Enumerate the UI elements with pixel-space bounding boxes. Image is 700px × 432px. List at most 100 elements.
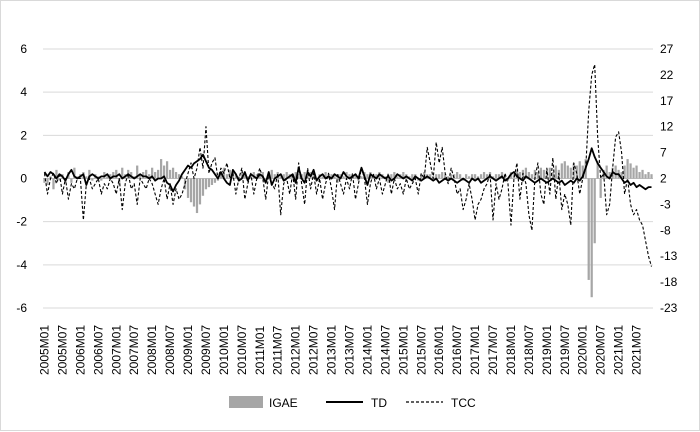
igae-bar: [100, 178, 103, 181]
igae-bar: [91, 178, 94, 181]
igae-bar: [435, 174, 438, 179]
igae-bar: [258, 174, 261, 179]
igae-bar: [470, 174, 474, 179]
right-tick-label: -13: [660, 249, 678, 263]
igae-bar: [148, 174, 151, 179]
igae-bar: [467, 176, 471, 179]
igae-bar: [626, 159, 629, 179]
igae-bar: [402, 172, 405, 179]
igae-bar: [282, 174, 285, 179]
left-tick-label: 4: [20, 85, 27, 99]
igae-bar: [638, 172, 641, 179]
igae-bar: [270, 169, 273, 179]
igae-bar: [255, 174, 258, 179]
igae-bar: [237, 176, 240, 179]
igae-bar: [279, 176, 282, 179]
x-tick-label: 2010M01: [217, 325, 231, 375]
igae-bar: [473, 174, 477, 179]
igae-bar: [213, 178, 217, 183]
legend-label-td: TD: [371, 396, 387, 410]
igae-bar: [154, 172, 157, 179]
igae-bar: [390, 174, 393, 179]
gridlines: [43, 48, 653, 309]
igae-bar: [500, 172, 504, 179]
right-tick-label: -3: [660, 197, 671, 211]
x-tick-label: 2010M07: [235, 325, 249, 375]
x-tick-label: 2009M07: [199, 325, 213, 375]
igae-bar: [174, 172, 178, 179]
legend-label-igae: IGAE: [269, 396, 298, 410]
left-tick-label: 0: [20, 172, 27, 186]
x-tick-label: 2011M01: [253, 326, 267, 375]
right-tick-label: 27: [660, 42, 674, 56]
igae-bar: [578, 161, 581, 179]
igae-bar: [159, 159, 163, 179]
igae-bar: [497, 174, 501, 179]
igae-bar: [569, 167, 572, 179]
igae-bar: [447, 176, 450, 179]
igae-bar: [115, 169, 118, 179]
igae-bar: [43, 178, 46, 183]
igae-bar: [515, 169, 519, 179]
igae-bar: [339, 174, 342, 179]
igae-bar: [228, 169, 232, 179]
igae-bar: [590, 178, 593, 298]
igae-bar: [599, 178, 602, 198]
igae-bar: [139, 174, 142, 179]
igae-bar: [456, 172, 459, 179]
x-tick-label: 2012M07: [307, 325, 321, 375]
igae-bar: [560, 163, 563, 179]
igae-bar: [336, 178, 339, 183]
igae-bar: [52, 178, 55, 190]
igae-bar: [411, 174, 414, 179]
igae-bar: [608, 172, 611, 179]
igae-bar: [171, 167, 175, 179]
igae-bar: [536, 172, 539, 179]
x-tick-label: 2013M01: [325, 325, 339, 375]
igae-bar: [324, 172, 327, 179]
igae-bar: [459, 174, 462, 179]
igae-bar: [453, 174, 456, 179]
igae-bar: [387, 178, 390, 183]
igae-bar: [46, 178, 49, 185]
igae-bar: [354, 174, 357, 179]
x-tick-label: 2017M01: [468, 325, 482, 375]
x-tick-label: 2007M07: [127, 325, 141, 375]
igae-bar: [246, 176, 249, 179]
igae-bar: [482, 172, 486, 179]
igae-bar: [357, 178, 360, 181]
igae-bar: [186, 178, 190, 198]
igae-bar: [180, 176, 184, 179]
x-tick-label: 2006M07: [91, 325, 105, 375]
igae-bar: [294, 172, 297, 179]
igae-bar: [605, 165, 608, 179]
igae-bar: [429, 174, 432, 179]
igae-bar: [183, 178, 187, 190]
igae-bar: [73, 167, 76, 179]
igae-bar: [441, 172, 444, 179]
igae-bar: [545, 169, 548, 179]
x-tick-label: 2018M07: [522, 325, 536, 375]
igae-bar: [225, 174, 229, 179]
igae-bar: [444, 174, 447, 179]
igae-bar: [157, 169, 160, 179]
igae-bar: [596, 161, 599, 179]
x-tick-label: 2018M01: [504, 325, 518, 375]
igae-bar: [485, 174, 489, 179]
x-tick-label: 2008M01: [145, 325, 159, 375]
tcc-line: [43, 63, 653, 267]
igae-bar: [198, 178, 202, 205]
igae-bar: [219, 172, 223, 179]
igae-bar: [297, 174, 300, 179]
igae-bar: [249, 174, 252, 179]
igae-bar: [151, 167, 154, 179]
td-line: [43, 147, 652, 193]
left-tick-label: -6: [16, 301, 27, 315]
igae-bar: [647, 172, 650, 179]
right-tick-label: -8: [660, 223, 671, 237]
igae-bar: [201, 178, 205, 196]
igae-bar: [360, 176, 363, 179]
igae-bar: [333, 176, 336, 179]
igae-bar: [464, 174, 468, 179]
